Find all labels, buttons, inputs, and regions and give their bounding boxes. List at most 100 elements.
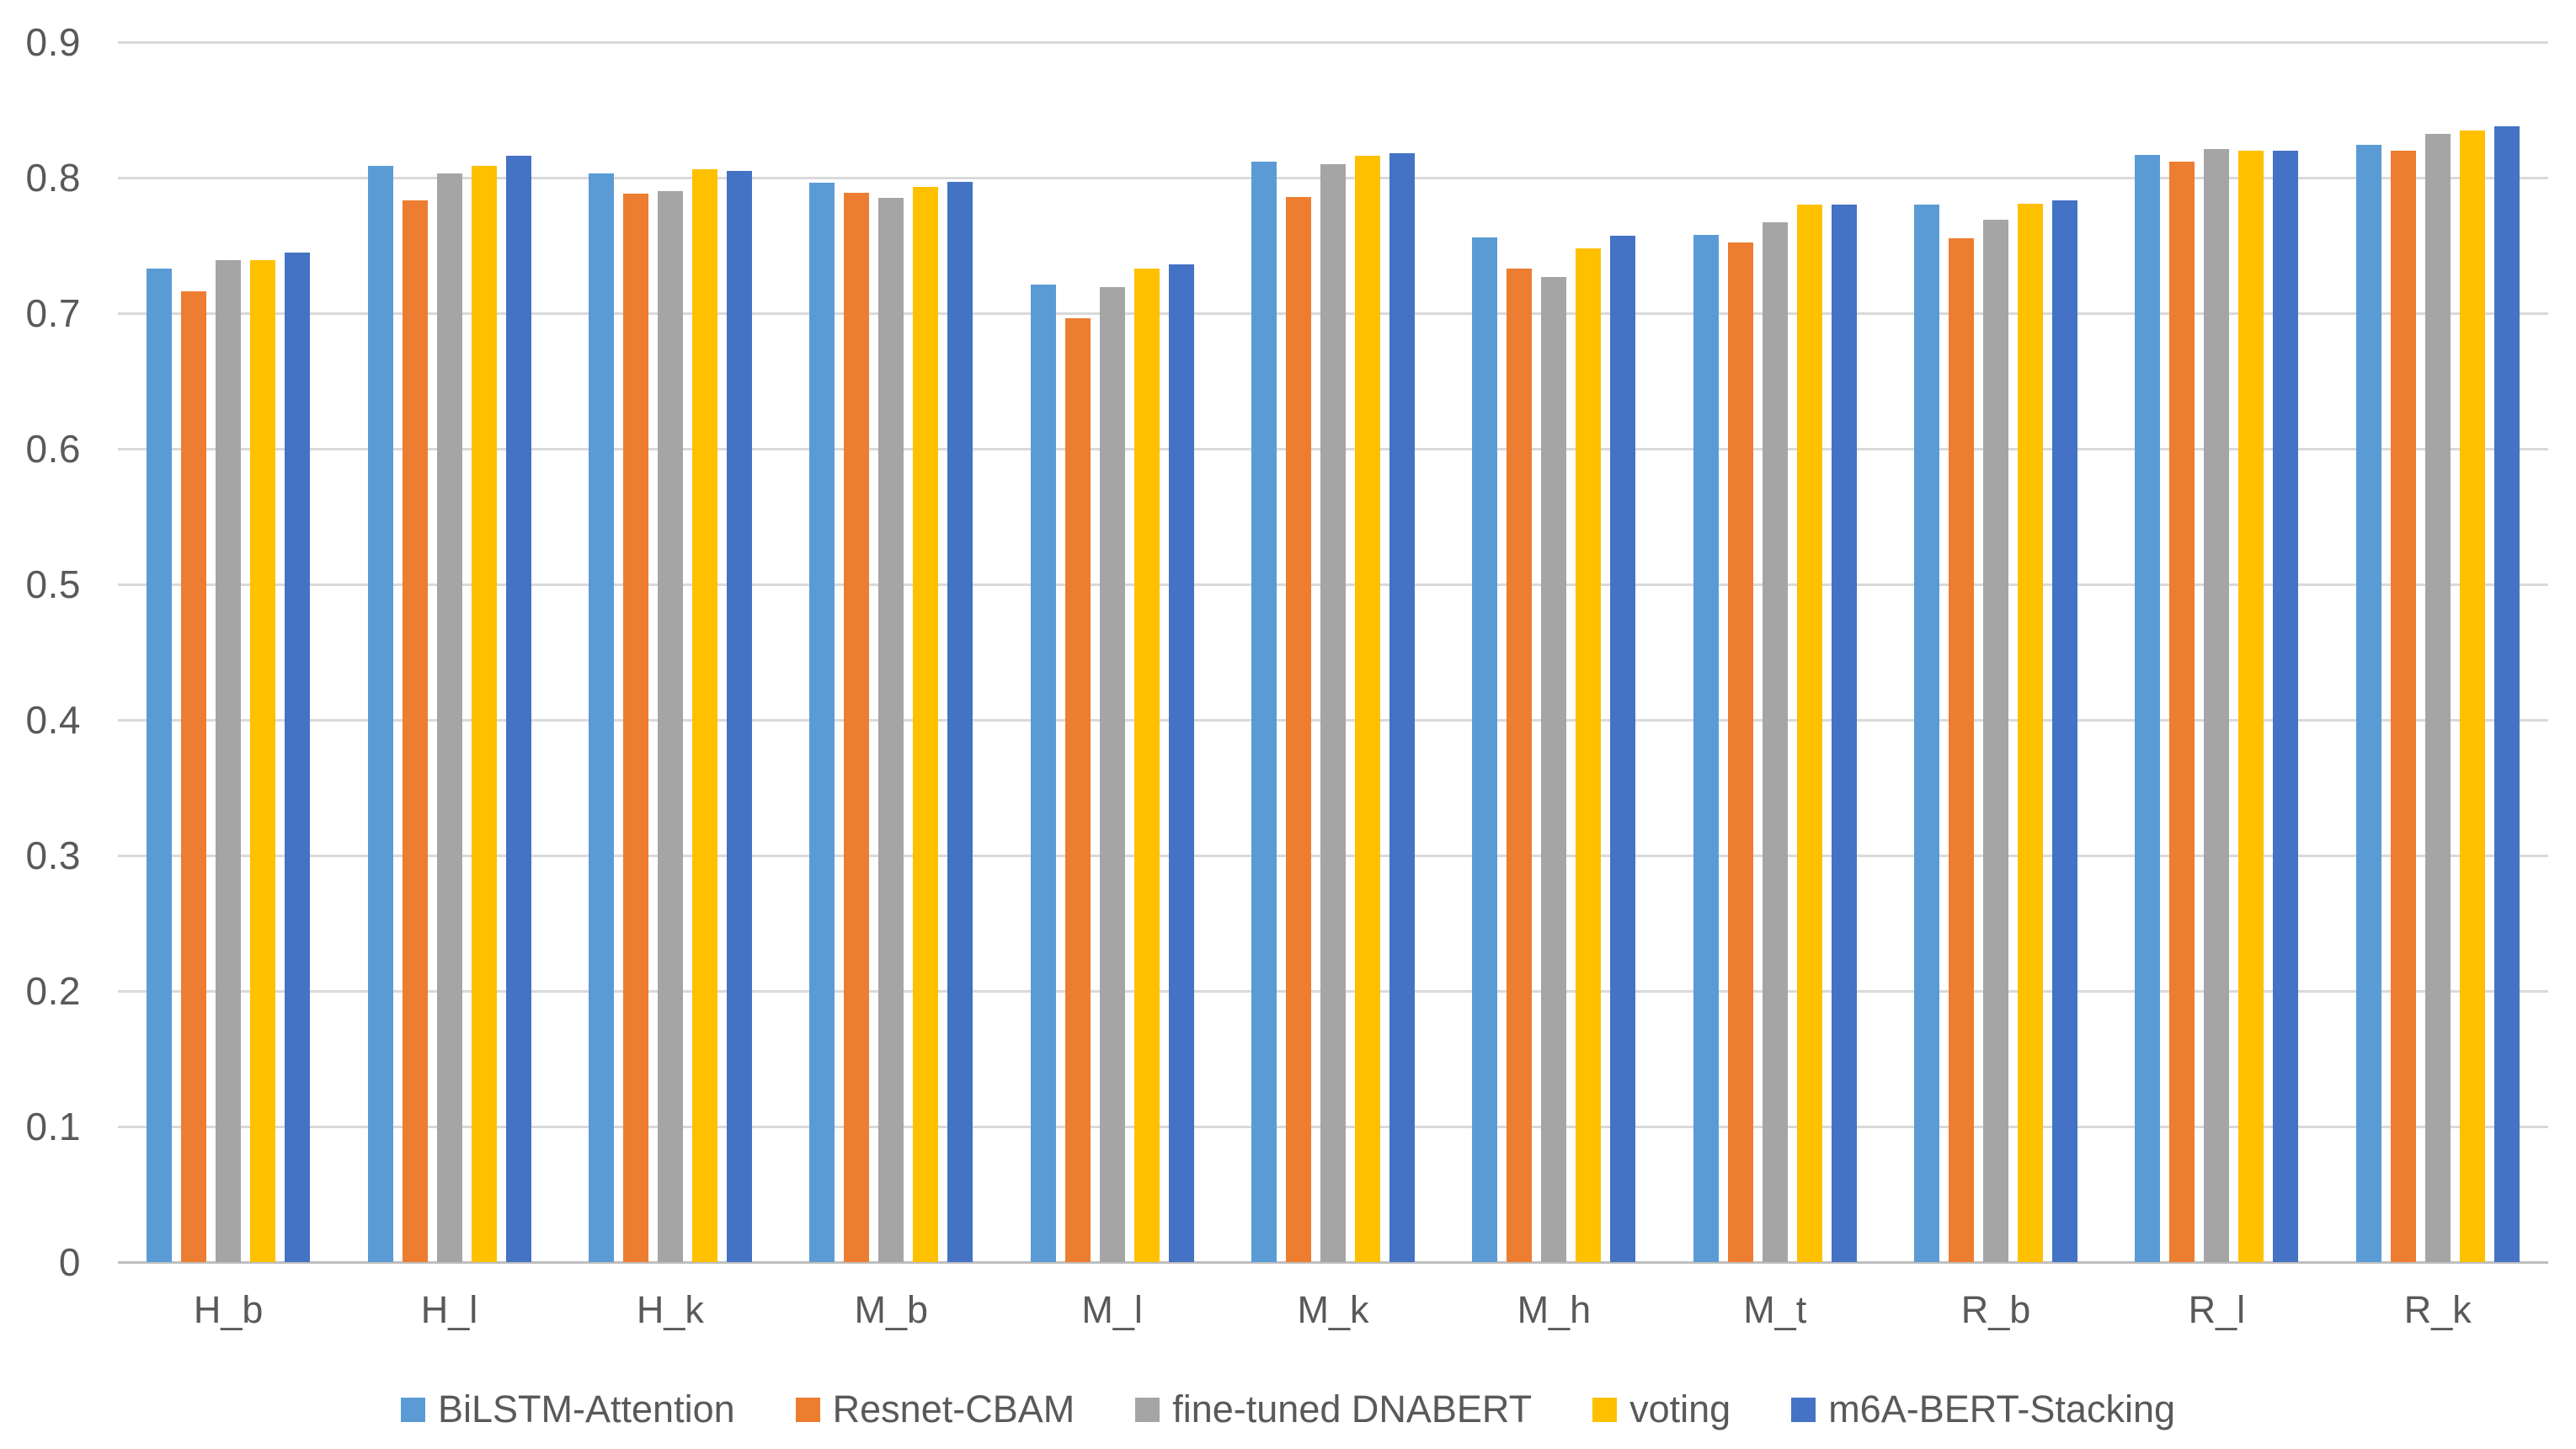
bar-m6A-BERT-Stacking-M_t (1831, 205, 1857, 1262)
bar-m6A-BERT-Stacking-M_l (1168, 264, 1194, 1262)
bar-m6A-BERT-Stacking-R_l (2273, 150, 2299, 1262)
y-axis-tick-label: 0.2 (25, 969, 81, 1013)
bar-BiLSTM-Attention-M_l (1030, 285, 1056, 1262)
bar-m6A-BERT-Stacking-H_k (726, 170, 752, 1262)
bar-voting-R_k (2459, 130, 2485, 1262)
bar-group-M_b (781, 42, 1001, 1262)
legend-label: voting (1629, 1388, 1731, 1430)
bar-BiLSTM-Attention-R_k (2355, 145, 2381, 1262)
bar-voting-M_k (1354, 156, 1380, 1262)
bar-fine-tuned DNABERT-R_l (2204, 149, 2230, 1262)
bar-BiLSTM-Attention-H_b (147, 268, 173, 1262)
bar-Resnet-CBAM-M_l (1064, 318, 1091, 1262)
x-axis-baseline (118, 1260, 2548, 1264)
x-axis-category-label: R_l (2188, 1288, 2246, 1331)
bar-voting-R_l (2238, 150, 2264, 1262)
x-axis-category-label: H_l (420, 1288, 478, 1331)
bar-m6A-BERT-Stacking-M_k (1389, 153, 1415, 1262)
bar-Resnet-CBAM-R_k (2390, 150, 2416, 1262)
bar-group-R_l (2106, 42, 2327, 1262)
bar-BiLSTM-Attention-R_b (1914, 205, 1940, 1262)
bar-voting-H_b (250, 260, 276, 1262)
bar-m6A-BERT-Stacking-H_l (505, 156, 531, 1262)
bar-groups (118, 42, 2548, 1262)
bar-Resnet-CBAM-M_t (1727, 242, 1753, 1262)
legend-item-m6A-BERT-Stacking: m6A-BERT-Stacking (1791, 1388, 2175, 1431)
bar-fine-tuned DNABERT-M_h (1541, 276, 1567, 1262)
y-axis-tick-label: 0.9 (25, 20, 81, 64)
bar-fine-tuned DNABERT-H_k (657, 191, 683, 1262)
bar-m6A-BERT-Stacking-M_b (947, 181, 973, 1262)
x-axis-category-label: H_b (193, 1288, 264, 1331)
legend-swatch-icon (1791, 1397, 1816, 1422)
x-axis-category-label: H_k (636, 1288, 704, 1331)
y-axis-tick-label: 0.4 (25, 698, 81, 742)
bar-fine-tuned DNABERT-R_b (1983, 219, 2009, 1262)
legend-item-BiLSTM-Attention: BiLSTM-Attention (401, 1388, 735, 1431)
legend-item-Resnet-CBAM: Resnet-CBAM (795, 1388, 1075, 1431)
bar-BiLSTM-Attention-M_k (1251, 161, 1277, 1262)
x-axis-category-label: M_k (1297, 1288, 1369, 1331)
plot-area (118, 40, 2548, 1264)
y-axis-tick-label: 0.1 (25, 1105, 81, 1148)
bar-Resnet-CBAM-M_k (1285, 196, 1311, 1262)
bar-BiLSTM-Attention-H_l (367, 165, 393, 1262)
legend-swatch-icon (1592, 1397, 1618, 1422)
bar-fine-tuned DNABERT-H_l (436, 173, 462, 1262)
bar-group-M_h (1443, 42, 1664, 1262)
legend: BiLSTM-Attention Resnet-CBAM fine-tuned DN… (0, 1388, 2576, 1431)
x-axis-category-label: M_b (854, 1288, 929, 1331)
legend-swatch-icon (795, 1397, 820, 1422)
bar-group-H_k (560, 42, 781, 1262)
bar-voting-M_h (1576, 248, 1602, 1262)
bar-Resnet-CBAM-H_l (402, 200, 428, 1262)
y-axis-tick-label: 0.6 (25, 427, 81, 471)
y-axis-tick-label: 0 (58, 1240, 81, 1284)
legend-label: BiLSTM-Attention (438, 1388, 735, 1430)
bar-BiLSTM-Attention-M_h (1472, 237, 1498, 1262)
bar-Resnet-CBAM-R_b (1949, 238, 1975, 1262)
bar-group-M_l (1001, 42, 1222, 1262)
legend-item-fine-tuned DNABERT: fine-tuned DNABERT (1135, 1388, 1532, 1431)
bar-m6A-BERT-Stacking-M_h (1610, 236, 1636, 1262)
y-axis: 0 0.1 0.2 0.3 0.4 0.5 0.6 0.7 0.8 0.9 (0, 0, 81, 1449)
bar-Resnet-CBAM-M_b (844, 192, 870, 1262)
legend-label: Resnet-CBAM (832, 1388, 1075, 1430)
bar-Resnet-CBAM-R_l (2169, 161, 2195, 1262)
bar-voting-M_b (913, 187, 939, 1262)
gridline (118, 40, 2548, 44)
legend-swatch-icon (1135, 1397, 1160, 1422)
x-axis-category-label: M_h (1517, 1288, 1592, 1331)
bar-fine-tuned DNABERT-H_b (216, 260, 242, 1262)
bar-voting-H_k (691, 169, 717, 1262)
bar-voting-M_t (1796, 205, 1822, 1262)
bar-voting-R_b (2018, 203, 2044, 1262)
bar-group-R_k (2328, 42, 2548, 1262)
x-axis-category-label: R_b (1960, 1288, 2031, 1331)
bar-BiLSTM-Attention-R_l (2135, 154, 2161, 1262)
bar-group-M_k (1223, 42, 1443, 1262)
y-axis-tick-label: 0.7 (25, 291, 81, 335)
bar-Resnet-CBAM-H_k (622, 194, 648, 1262)
x-axis-category-label: M_t (1743, 1288, 1807, 1331)
bar-BiLSTM-Attention-M_b (809, 183, 835, 1262)
legend-item-voting: voting (1592, 1388, 1731, 1431)
bar-fine-tuned DNABERT-M_b (878, 198, 904, 1262)
bar-group-H_b (118, 42, 339, 1262)
bar-group-R_b (1885, 42, 2106, 1262)
bar-BiLSTM-Attention-M_t (1693, 234, 1719, 1262)
x-axis-category-label: M_l (1081, 1288, 1143, 1331)
legend-label: m6A-BERT-Stacking (1828, 1388, 2175, 1430)
bar-m6A-BERT-Stacking-H_b (285, 252, 311, 1262)
legend-swatch-icon (401, 1397, 425, 1422)
bar-Resnet-CBAM-H_b (181, 291, 207, 1262)
bar-group-H_l (339, 42, 559, 1262)
bar-m6A-BERT-Stacking-R_k (2493, 125, 2520, 1262)
bar-m6A-BERT-Stacking-R_b (2052, 200, 2078, 1262)
bar-fine-tuned DNABERT-M_l (1099, 287, 1125, 1262)
bar-group-M_t (1665, 42, 1885, 1262)
legend-label: fine-tuned DNABERT (1172, 1388, 1533, 1430)
bar-voting-H_l (471, 165, 497, 1262)
bar-fine-tuned DNABERT-M_t (1762, 222, 1788, 1262)
